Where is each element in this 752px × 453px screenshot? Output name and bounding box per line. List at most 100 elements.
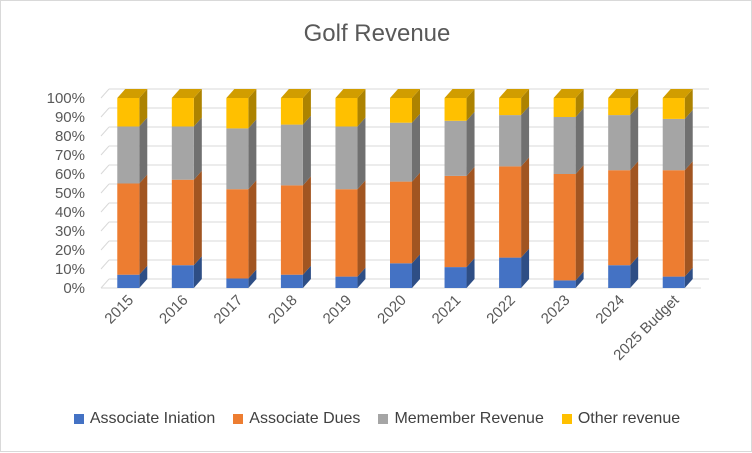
bar-other-revenue-2020-side bbox=[412, 89, 420, 123]
bar-associate-dues-2020 bbox=[390, 181, 412, 264]
bar-other-revenue-2015-side bbox=[139, 89, 148, 127]
legend-label: Other revenue bbox=[577, 410, 681, 427]
bar-memember-revenue-2023-side bbox=[575, 108, 584, 174]
bar-other-revenue-2017-top bbox=[226, 89, 257, 98]
bar-memember-revenue-2017 bbox=[226, 128, 249, 190]
bar-associate-iniation-2021-side bbox=[466, 258, 475, 288]
bar-associate-iniation-2023-side bbox=[575, 271, 584, 288]
gridline-connector bbox=[100, 278, 110, 289]
legend-swatch bbox=[73, 414, 84, 424]
bar-other-revenue-2020-top bbox=[390, 89, 420, 98]
x-tick-label-2016: 2016 bbox=[156, 292, 192, 328]
x-tick-label-2022: 2022 bbox=[483, 292, 519, 328]
bar-associate-dues-2023-side bbox=[575, 165, 584, 281]
y-tick-label: 50% bbox=[55, 185, 85, 202]
bar-memember-revenue-2023 bbox=[553, 117, 576, 174]
gridline-connector bbox=[100, 202, 110, 213]
y-tick-label: 90% bbox=[55, 109, 85, 126]
bar-associate-dues-2016 bbox=[171, 179, 194, 266]
bar-memember-revenue-2019 bbox=[335, 126, 358, 190]
bar-associate-dues-2018 bbox=[280, 185, 303, 275]
bar-associate-dues-2016-side bbox=[193, 170, 202, 266]
gridline-connector bbox=[100, 240, 110, 251]
bar-memember-revenue-2025-budget bbox=[662, 118, 685, 171]
x-tick-label-2020: 2020 bbox=[374, 292, 410, 328]
bar-associate-iniation-2015 bbox=[117, 274, 140, 288]
y-tick-label: 80% bbox=[55, 128, 85, 145]
legend: Associate Iniation Associate Dues Memember… bbox=[1, 410, 752, 428]
chart-title: Golf Revenue bbox=[303, 20, 451, 47]
y-tick-label: 40% bbox=[55, 204, 85, 221]
x-tick-label-2021: 2021 bbox=[429, 292, 465, 328]
bar-other-revenue-2022-top bbox=[499, 89, 530, 98]
bar-associate-iniation-2017-side bbox=[248, 269, 257, 288]
bar-associate-iniation-2022-side bbox=[521, 248, 530, 288]
bar-other-revenue-2019 bbox=[335, 98, 358, 127]
bar-associate-iniation-2020-side bbox=[412, 254, 420, 288]
bar-other-revenue-2020 bbox=[390, 98, 412, 123]
x-tick-label-2015: 2015 bbox=[101, 292, 137, 328]
bar-associate-iniation-2025-budget bbox=[662, 276, 685, 288]
bar-other-revenue-2018 bbox=[280, 98, 303, 125]
x-tick-label-2019: 2019 bbox=[320, 292, 356, 328]
bar-associate-dues-2020-side bbox=[412, 172, 420, 264]
bar-other-revenue-2024-top bbox=[608, 89, 639, 98]
bar-other-revenue-2018-top bbox=[280, 89, 311, 98]
bar-associate-iniation-2017 bbox=[226, 278, 249, 288]
bar-associate-dues-2023 bbox=[553, 174, 576, 281]
bar-associate-dues-2018-side bbox=[302, 176, 311, 275]
bar-other-revenue-2025-budget-side bbox=[684, 89, 693, 119]
bar-memember-revenue-2016-side bbox=[193, 117, 202, 180]
bar-other-revenue-2016-side bbox=[193, 89, 202, 127]
x-tick-label-2024: 2024 bbox=[592, 292, 628, 328]
bar-memember-revenue-2018-side bbox=[302, 115, 311, 186]
gridline-connector bbox=[100, 259, 110, 270]
y-tick-label: 30% bbox=[55, 223, 85, 240]
x-tick-label-2017: 2017 bbox=[211, 292, 247, 328]
bar-associate-iniation-2024 bbox=[608, 265, 631, 288]
bar-associate-iniation-2021 bbox=[444, 267, 467, 288]
legend-label: Associate Iniation bbox=[89, 410, 216, 427]
bar-associate-dues-2017 bbox=[226, 189, 249, 279]
bar-associate-iniation-2022 bbox=[499, 257, 522, 288]
bar-associate-iniation-2016-side bbox=[193, 256, 202, 288]
bar-associate-dues-2015-side bbox=[139, 174, 148, 275]
gridline-connector bbox=[100, 107, 110, 118]
y-tick-label: 60% bbox=[55, 166, 85, 183]
bar-memember-revenue-2018 bbox=[280, 124, 303, 186]
bar-memember-revenue-2015 bbox=[117, 126, 140, 184]
gridline-connector bbox=[100, 221, 110, 232]
bar-other-revenue-2018-side bbox=[302, 89, 311, 125]
legend-swatch bbox=[233, 414, 244, 424]
bar-memember-revenue-2022-side bbox=[521, 106, 530, 167]
y-tick-label: 100% bbox=[47, 90, 85, 107]
bar-associate-dues-2022 bbox=[499, 166, 522, 258]
bar-associate-dues-2024-side bbox=[630, 161, 639, 266]
legend-item-associate-iniation: Associate Iniation bbox=[73, 410, 216, 428]
bar-other-revenue-2022-side bbox=[521, 89, 530, 116]
bar-memember-revenue-2015-side bbox=[139, 117, 148, 184]
bar-other-revenue-2025-budget bbox=[662, 98, 685, 119]
bar-other-revenue-2017 bbox=[226, 98, 249, 129]
bar-memember-revenue-2024-side bbox=[630, 106, 639, 171]
bar-associate-iniation-2020 bbox=[390, 263, 412, 288]
bar-other-revenue-2021 bbox=[444, 98, 467, 121]
legend-swatch bbox=[561, 414, 572, 424]
bar-memember-revenue-2020-side bbox=[412, 113, 420, 182]
bar-other-revenue-2023 bbox=[553, 98, 576, 117]
legend-item-associate-dues: Associate Dues bbox=[233, 410, 360, 428]
bar-associate-iniation-2016 bbox=[171, 265, 194, 288]
bar-associate-dues-2017-side bbox=[248, 180, 257, 279]
bar-associate-dues-2019-side bbox=[357, 180, 366, 277]
bar-associate-iniation-2019-side bbox=[357, 267, 366, 288]
legend-label: Memember Revenue bbox=[394, 410, 544, 427]
gridline-connector bbox=[100, 183, 110, 194]
bar-associate-dues-2019 bbox=[335, 189, 358, 277]
gridline-connector bbox=[100, 164, 110, 175]
bar-associate-dues-2025-budget-side bbox=[684, 161, 693, 277]
bar-memember-revenue-2019-side bbox=[357, 117, 366, 190]
bar-associate-iniation-2024-side bbox=[630, 256, 639, 288]
bar-associate-dues-2024 bbox=[608, 170, 631, 266]
